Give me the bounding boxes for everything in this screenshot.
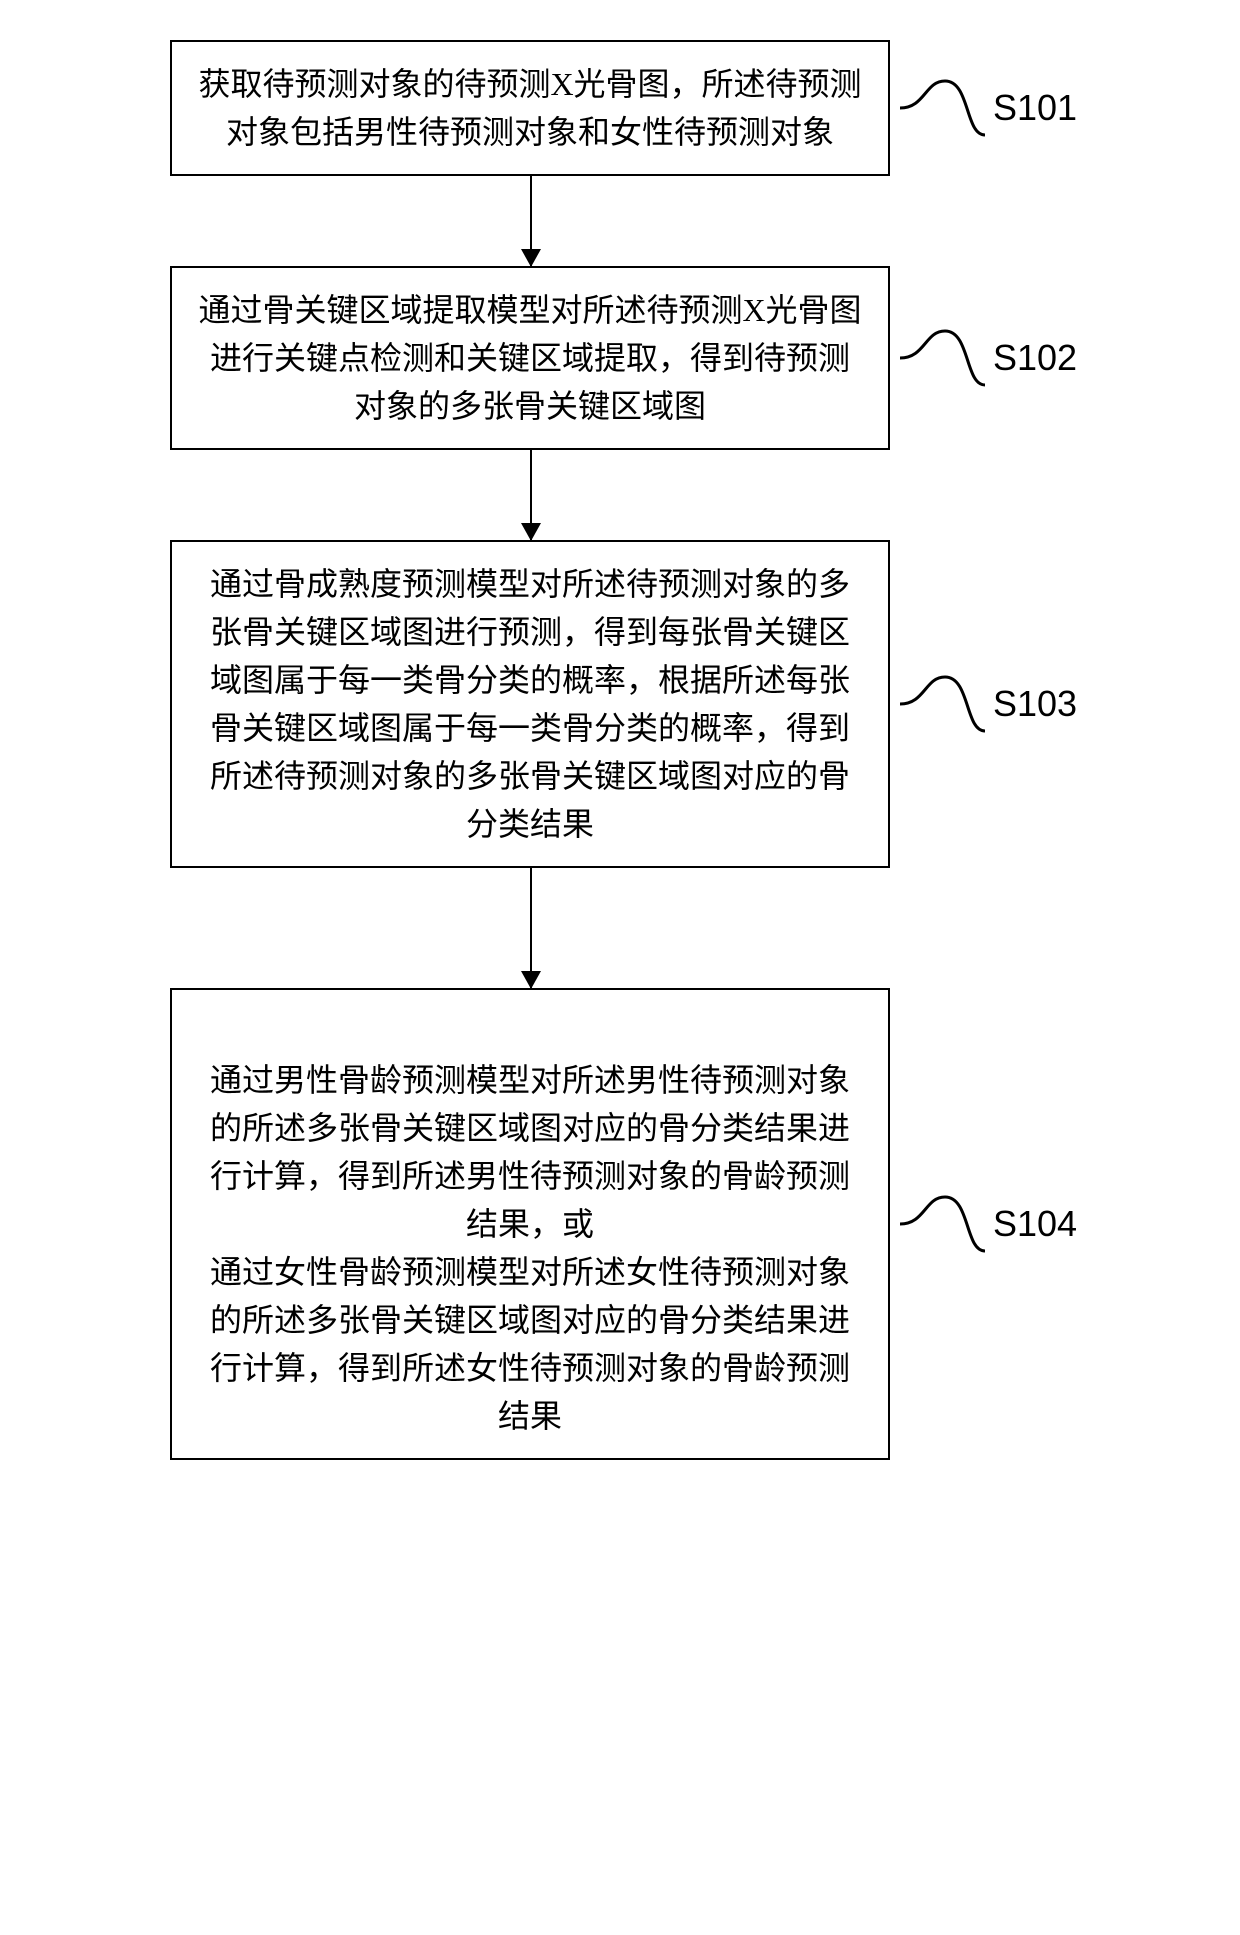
step-row-1: 获取待预测对象的待预测X光骨图，所述待预测对象包括男性待预测对象和女性待预测对象…	[20, 40, 1220, 176]
flowchart-container: 获取待预测对象的待预测X光骨图，所述待预测对象包括男性待预测对象和女性待预测对象…	[20, 40, 1220, 1460]
step-box-3: 通过骨成熟度预测模型对所述待预测对象的多张骨关键区域图进行预测，得到每张骨关键区…	[170, 540, 890, 868]
step-text-3: 通过骨成熟度预测模型对所述待预测对象的多张骨关键区域图进行预测，得到每张骨关键区…	[210, 566, 850, 842]
step-row-2: 通过骨关键区域提取模型对所述待预测X光骨图进行关键点检测和关键区域提取，得到待预…	[20, 266, 1220, 450]
connector-curve-icon	[900, 323, 985, 393]
arrow-down-1	[530, 176, 532, 266]
connector-curve-icon	[900, 1189, 985, 1259]
step-box-1: 获取待预测对象的待预测X光骨图，所述待预测对象包括男性待预测对象和女性待预测对象	[170, 40, 890, 176]
step-label-2: S102	[993, 337, 1077, 379]
step-row-3: 通过骨成熟度预测模型对所述待预测对象的多张骨关键区域图进行预测，得到每张骨关键区…	[20, 540, 1220, 868]
label-container-2: S102	[900, 323, 1077, 393]
label-container-1: S101	[900, 73, 1077, 143]
connector-curve-icon	[900, 73, 985, 143]
step-label-3: S103	[993, 683, 1077, 725]
label-container-3: S103	[900, 669, 1077, 739]
label-container-4: S104	[900, 1189, 1077, 1259]
step-text-4: 通过男性骨龄预测模型对所述男性待预测对象的所述多张骨关键区域图对应的骨分类结果进…	[210, 1062, 850, 1434]
step-row-4: 通过男性骨龄预测模型对所述男性待预测对象的所述多张骨关键区域图对应的骨分类结果进…	[20, 988, 1220, 1460]
step-box-2: 通过骨关键区域提取模型对所述待预测X光骨图进行关键点检测和关键区域提取，得到待预…	[170, 266, 890, 450]
arrow-down-3	[530, 868, 532, 988]
step-box-4: 通过男性骨龄预测模型对所述男性待预测对象的所述多张骨关键区域图对应的骨分类结果进…	[170, 988, 890, 1460]
step-label-4: S104	[993, 1203, 1077, 1245]
arrow-down-2	[530, 450, 532, 540]
step-text-2: 通过骨关键区域提取模型对所述待预测X光骨图进行关键点检测和关键区域提取，得到待预…	[198, 292, 861, 424]
step-label-1: S101	[993, 87, 1077, 129]
step-text-1: 获取待预测对象的待预测X光骨图，所述待预测对象包括男性待预测对象和女性待预测对象	[198, 66, 861, 150]
connector-curve-icon	[900, 669, 985, 739]
